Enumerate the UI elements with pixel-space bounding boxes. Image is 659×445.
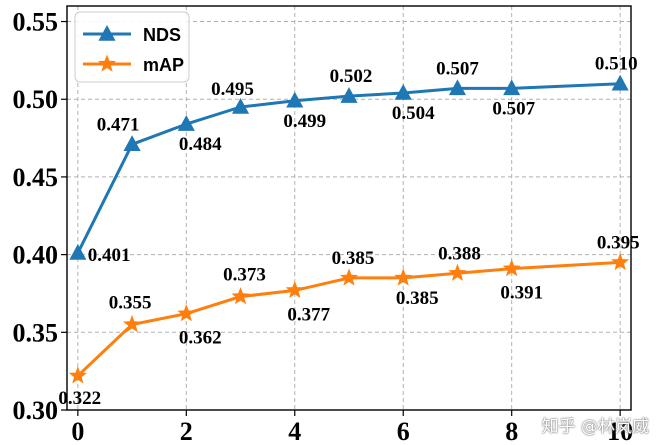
nds-data-label: 0.507 [436, 58, 479, 79]
y-tick-label: 0.55 [13, 8, 59, 37]
x-tick-label: 8 [505, 417, 518, 445]
map-marker [177, 304, 196, 322]
nds-marker [231, 98, 250, 114]
nds-data-label: 0.484 [179, 134, 222, 155]
series-layer [68, 74, 630, 384]
map-marker [502, 259, 521, 277]
nds-data-label: 0.502 [330, 66, 373, 87]
map-marker [231, 287, 250, 305]
x-tick-label: 4 [288, 417, 301, 445]
y-tick-label: 0.40 [13, 241, 59, 270]
map-data-label: 0.355 [109, 293, 152, 314]
series-map [68, 252, 630, 384]
map-data-label: 0.385 [396, 288, 439, 309]
nds-marker [123, 135, 141, 152]
nds-marker [503, 79, 521, 96]
nds-data-label: 0.507 [492, 98, 535, 119]
y-tick-label: 0.30 [13, 396, 59, 425]
nds-marker [394, 84, 412, 100]
map-marker [340, 268, 358, 286]
plot-frame [66, 5, 632, 411]
map-data-label: 0.373 [223, 265, 266, 286]
map-data-label: 0.362 [179, 328, 222, 349]
map-data-label: 0.391 [500, 283, 543, 304]
map-line [76, 260, 621, 377]
nds-marker [340, 87, 358, 103]
map-data-label: 0.388 [438, 243, 481, 264]
watermark-text: 知乎 @林岚威 [541, 417, 649, 437]
nds-marker [177, 115, 195, 131]
map-marker [611, 252, 630, 271]
map-data-label: 0.395 [597, 232, 640, 253]
y-tick-label: 0.45 [13, 163, 59, 192]
legend-star-marker [98, 54, 116, 72]
nds-data-label: 0.495 [211, 79, 254, 100]
x-tick-label: 2 [180, 417, 193, 445]
x-tick-label: 0 [71, 417, 84, 445]
x-tick-label: 6 [397, 417, 410, 445]
map-marker [394, 268, 413, 286]
data-labels: 0.401 0.471 0.484 0.495 0.499 0.502 0.504 0.507… [58, 54, 639, 409]
axis-ticks: 0.30 0.35 0.40 0.45 0.50 0.55 0 2 4 6 8 10 [13, 8, 634, 445]
nds-marker [611, 74, 629, 91]
nds-data-label: 0.499 [283, 111, 326, 132]
map-data-label: 0.377 [287, 304, 330, 325]
legend-label: NDS [143, 25, 181, 45]
nds-data-label: 0.401 [88, 245, 131, 266]
nds-data-label: 0.504 [392, 103, 435, 124]
x-tick-label: 10 [607, 417, 633, 445]
map-marker [123, 315, 142, 333]
nds-line [76, 82, 621, 254]
legend: NDS mAP [74, 11, 190, 83]
series-nds [69, 74, 629, 260]
nds-marker [69, 244, 87, 260]
legend-label: mAP [143, 55, 184, 75]
legend-item-nds: NDS [83, 25, 181, 45]
map-marker [448, 263, 467, 281]
y-tick-label: 0.50 [13, 85, 59, 114]
legend-item-map: mAP [83, 54, 184, 75]
map-marker [68, 366, 87, 384]
nds-marker [286, 91, 304, 108]
nds-data-label: 0.471 [97, 114, 140, 135]
nds-data-label: 0.510 [595, 54, 638, 75]
map-data-label: 0.322 [58, 388, 101, 409]
map-marker [285, 280, 304, 298]
nds-marker [448, 79, 467, 96]
y-tick-label: 0.35 [13, 318, 59, 347]
legend-triangle-marker [98, 25, 116, 41]
map-data-label: 0.385 [332, 248, 375, 269]
